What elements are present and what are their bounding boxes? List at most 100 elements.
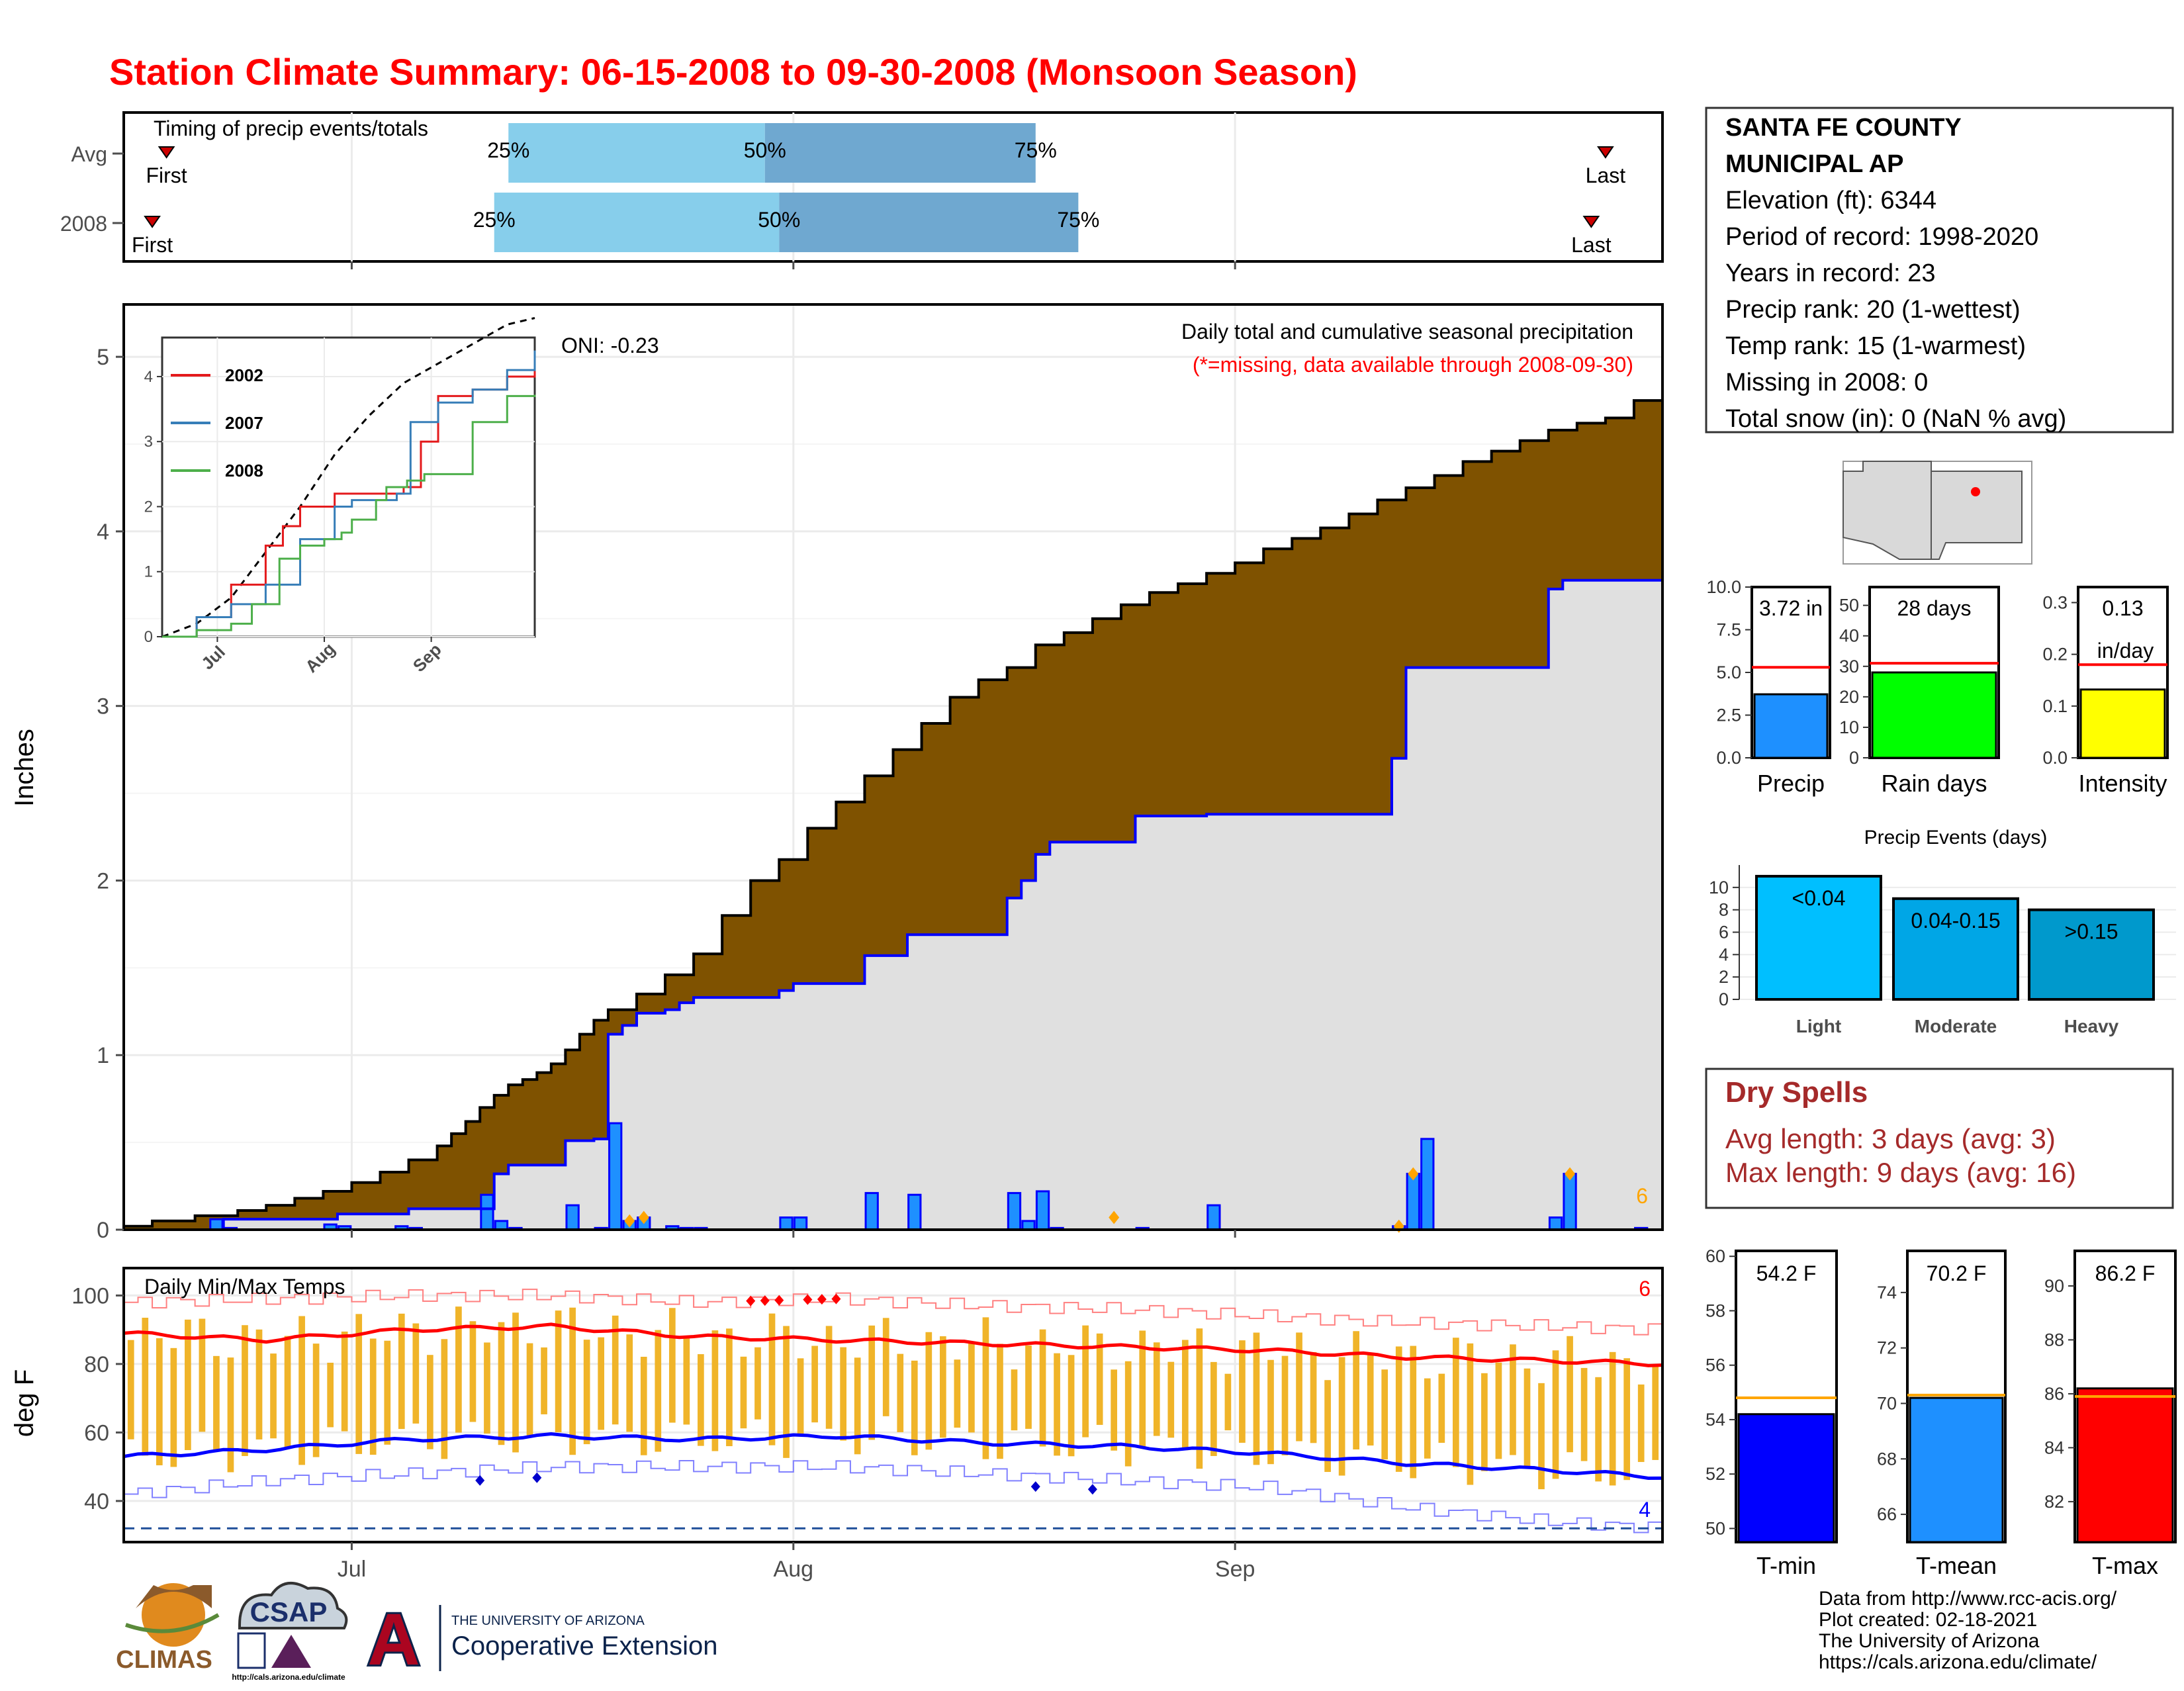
events-y-tick-label: 4 — [1719, 944, 1729, 964]
record-high-marker — [817, 1294, 827, 1305]
inset-series-2008 — [162, 394, 536, 638]
temp-summary-value-label: 86.2 F — [2095, 1261, 2156, 1285]
last-event-marker — [1582, 216, 1600, 228]
daily-temp-bar — [583, 1340, 590, 1445]
dry-spells-title: Dry Spells — [1725, 1076, 1868, 1109]
daily-temp-bar — [1410, 1346, 1417, 1479]
daily-precip-bar — [907, 1193, 922, 1231]
ua-logo-line2: Cooperative Extension — [451, 1631, 717, 1661]
summary-bar-label: Rain days — [1881, 770, 1987, 797]
month-axis-label: Aug — [774, 1557, 814, 1582]
daily-temp-bar — [768, 1313, 776, 1445]
summary-y-tick-label: 0 — [1849, 748, 1859, 768]
record-high-count: 6 — [1639, 1277, 1651, 1301]
events-y-tick-label: 0 — [1719, 989, 1729, 1009]
daily-temp-bar — [327, 1362, 334, 1428]
daily-temp-bar — [897, 1353, 904, 1432]
climas-logo-text: CLIMAS — [116, 1646, 212, 1674]
precip-y-tick-label: 3 — [97, 694, 109, 719]
avg-min-line — [123, 1432, 1663, 1480]
temp-y-tick-label: 100 — [71, 1283, 109, 1308]
daily-precip-bar — [1420, 1138, 1435, 1231]
daily-temp-bar — [982, 1317, 989, 1459]
inset-legend-label: 2008 — [225, 461, 263, 480]
daily-temp-bar — [1011, 1369, 1018, 1431]
daily-temp-bar — [612, 1315, 619, 1425]
temperature-panel: 40 60 80 100 Jul Aug Sep Daily Min/Max Temps deg… — [10, 1267, 1664, 1582]
temp-summary-value-label: 54.2 F — [1756, 1261, 1817, 1285]
daily-temp-bar — [683, 1336, 690, 1425]
station-detail: Period of record: 1998-2020 — [1725, 223, 2038, 251]
precip-y-axis-label: Inches — [10, 729, 39, 807]
csap-logo-url: http://cals.arizona.edu/climate — [232, 1672, 345, 1682]
daily-temp-bar — [213, 1355, 220, 1452]
summary-value-label: 3.72 in — [1759, 596, 1823, 620]
daily-precip-bar — [1548, 1216, 1563, 1231]
daily-temp-bar — [1124, 1361, 1132, 1467]
daily-temp-bar — [1637, 1384, 1645, 1462]
daily-temp-bar — [1296, 1332, 1302, 1441]
daily-temp-bar — [369, 1338, 377, 1455]
daily-temp-bar — [355, 1314, 363, 1454]
temp-summary-bar — [2076, 1387, 2174, 1543]
daily-temp-bar — [1068, 1355, 1075, 1457]
temp-y-tick-label: 60 — [84, 1420, 109, 1445]
daily-precip-bar — [1035, 1190, 1050, 1231]
station-frame — [1705, 107, 2174, 434]
summary-y-tick-label: 50 — [1839, 596, 1859, 616]
daily-temp-bar — [427, 1355, 433, 1449]
temp-summary-y-tick-label: 54 — [1706, 1410, 1725, 1430]
daily-temp-bar — [726, 1328, 733, 1447]
events-bar-label: <0.04 — [1792, 886, 1846, 910]
record-high-marker — [774, 1295, 784, 1306]
dry-spells-max: Max length: 9 days (avg: 16) — [1725, 1157, 2076, 1188]
daily-temp-bar — [384, 1340, 391, 1445]
last-event-label: Last — [1586, 163, 1626, 187]
precip-y-tick-label: 5 — [97, 345, 109, 370]
record-precip-marker — [638, 1211, 649, 1224]
temp-summary-y-tick-label: 60 — [1706, 1246, 1725, 1266]
last-event-marker — [1596, 146, 1614, 159]
station-location-dot — [1971, 487, 1980, 496]
record-low-count: 4 — [1639, 1498, 1651, 1522]
daily-temp-bar — [1552, 1350, 1559, 1479]
inset-y-tick-label: 2 — [144, 498, 153, 516]
daily-temp-bar — [1167, 1361, 1175, 1438]
daily-temp-bar — [1652, 1367, 1659, 1460]
record-min-line — [124, 1459, 1663, 1533]
climas-logo-hill — [136, 1585, 212, 1608]
credit-line: https://cals.arizona.edu/climate/ — [1819, 1651, 2097, 1673]
record-high-marker — [746, 1295, 756, 1306]
daily-temp-bar — [1338, 1357, 1345, 1476]
csap-logo-text: CSAP — [250, 1596, 328, 1627]
temp-summary-y-tick-label: 90 — [2044, 1276, 2064, 1296]
summary-value-unit: in/day — [2097, 639, 2154, 663]
daily-temp-bar — [626, 1334, 633, 1432]
events-bar — [1755, 874, 1882, 1001]
temp-y-tick-label: 80 — [84, 1352, 109, 1377]
daily-temp-bar — [997, 1344, 1003, 1459]
record-high-marker — [803, 1294, 813, 1305]
events-bar-label: >0.15 — [2065, 920, 2118, 944]
daily-temp-bar — [1481, 1373, 1488, 1471]
events-y-tick-label: 6 — [1719, 923, 1729, 942]
record-precip-count: 6 — [1636, 1184, 1648, 1208]
summary-y-tick-label: 0.0 — [2042, 748, 2068, 768]
daily-temp-bar — [1310, 1351, 1317, 1443]
record-low-marker — [532, 1472, 542, 1483]
events-title: Precip Events (days) — [1864, 827, 2048, 848]
daily-temp-bar — [854, 1357, 861, 1455]
daily-temp-bar — [754, 1347, 761, 1420]
daily-temp-bar — [1353, 1331, 1359, 1450]
inset-y-tick-label: 1 — [144, 563, 153, 581]
temp-frame — [122, 1267, 1664, 1543]
summary-y-tick-label: 10 — [1839, 717, 1859, 737]
daily-temp-bar — [1210, 1361, 1217, 1456]
precip-frame — [122, 303, 1664, 1231]
daily-precip-bar — [480, 1193, 494, 1231]
temp-summary-bar-label: T-max — [2092, 1552, 2158, 1579]
summary-y-tick-label: 0.0 — [1716, 748, 1741, 768]
summary-y-tick-label: 20 — [1839, 687, 1859, 707]
